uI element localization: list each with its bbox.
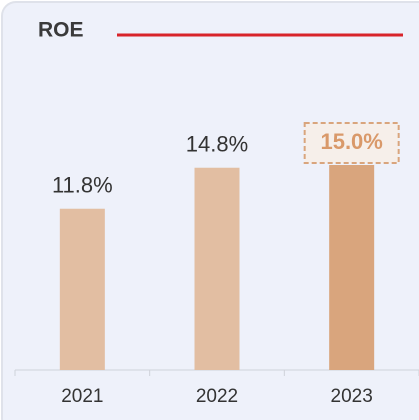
value-label: 14.8% xyxy=(186,132,248,157)
value-label: 11.8% xyxy=(52,173,113,198)
value-label: 15.0% xyxy=(320,129,382,154)
highlight-box xyxy=(303,122,400,164)
x-tick-label: 2023 xyxy=(331,386,373,407)
bar xyxy=(59,208,105,370)
bar xyxy=(329,165,375,370)
chart-title: ROE xyxy=(38,19,84,42)
x-tick-label: 2021 xyxy=(61,386,103,407)
bar xyxy=(194,167,240,370)
x-tick-label: 2022 xyxy=(196,386,238,407)
